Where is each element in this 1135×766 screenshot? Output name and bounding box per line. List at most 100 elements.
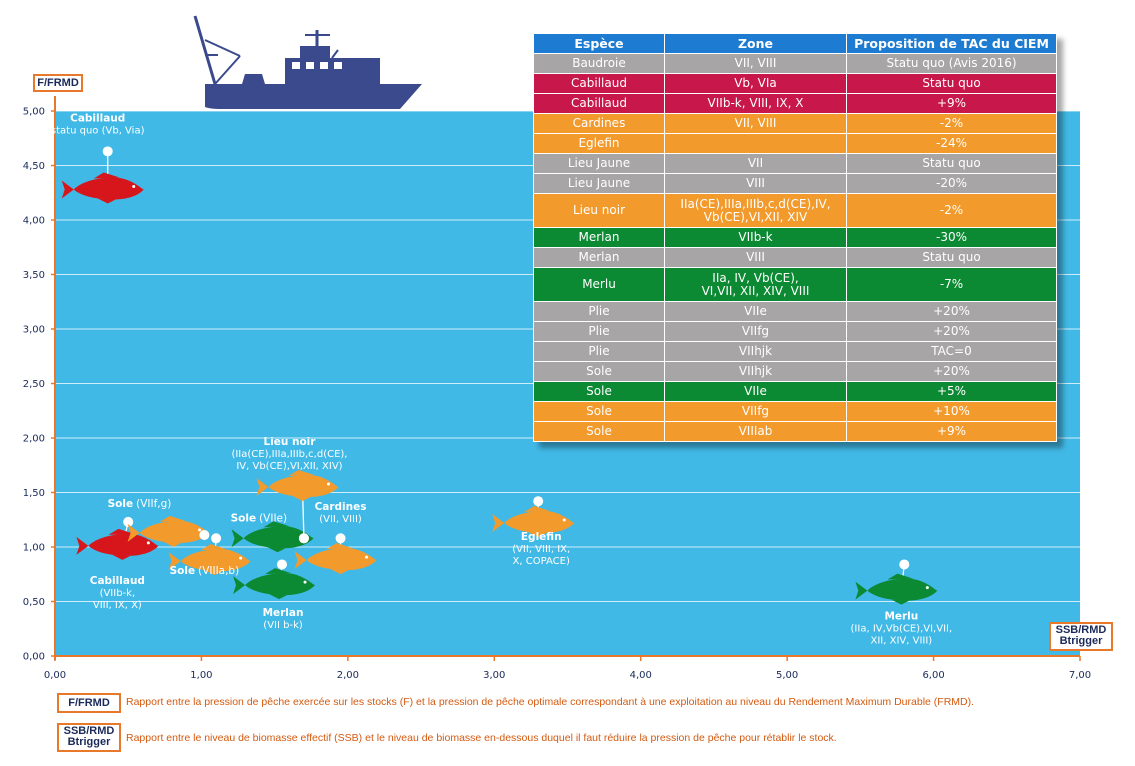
table-cell-proposal: +20%	[846, 321, 1057, 342]
table-row: Cabillaud VIIb-k, VIII, IX, X +9%	[533, 93, 1057, 114]
point-marker	[899, 559, 910, 570]
point-label-line: X, COPACE)	[513, 556, 570, 567]
fish-icon	[294, 543, 377, 575]
y-tick-label: 1,50	[23, 488, 45, 499]
table-cell-proposal: +5%	[846, 381, 1057, 402]
table-row: Eglefin -24%	[533, 133, 1057, 154]
point-marker	[102, 146, 113, 157]
fish-icon	[855, 573, 938, 605]
point-marker	[335, 533, 346, 544]
data-point-sole-viiiab: Sole (VIIIa,b)	[168, 533, 251, 577]
legend-ssb-badge-line2: Btrigger	[67, 736, 111, 748]
axis-ticks: 0,00 0,50 1,00 1,50 2,00 2,50 3,00 3,50 4,00 4,50…	[23, 107, 1091, 682]
legend-ssb-description: Rapport entre le niveau de biomasse effe…	[126, 732, 837, 744]
table-row: Merlan VIII Statu quo	[533, 247, 1057, 268]
table-cell-species: Merlu	[533, 267, 665, 302]
y-tick-label: 2,00	[23, 434, 45, 445]
y-tick-label: 0,00	[23, 652, 45, 663]
fishing-boat-icon	[193, 15, 422, 109]
table-row: Cabillaud Vb, VIa Statu quo	[533, 73, 1057, 94]
table-cell-zone: VIIhjk	[664, 341, 847, 362]
table-row: Sole VIIIab +9%	[533, 421, 1057, 442]
y-tick-label: 5,00	[23, 107, 45, 118]
tac-proposal-table: Espèce Zone Proposition de TAC du CIEM B…	[533, 33, 1057, 442]
y-tick-label: 4,50	[23, 161, 45, 172]
point-marker	[533, 496, 544, 507]
table-cell-proposal: +20%	[846, 361, 1057, 382]
table-cell-species: Sole	[533, 401, 665, 422]
fish-icon	[127, 515, 210, 547]
point-marker	[123, 516, 134, 527]
point-label-line: statu quo (Vb, Via)	[51, 125, 145, 136]
y-tick-label: 0,50	[23, 597, 45, 608]
table-cell-zone: VIIb-k	[664, 227, 847, 248]
table-cell-proposal: Statu quo	[846, 153, 1057, 174]
table-cell-zone: VIIe	[664, 381, 847, 402]
table-cell-zone: VII, VIII	[664, 113, 847, 134]
point-label-title: Merlu	[884, 611, 918, 623]
table-cell-species: Merlan	[533, 227, 665, 248]
table-cell-species: Sole	[533, 361, 665, 382]
table-row: Merlan VIIb-k -30%	[533, 227, 1057, 248]
x-tick-label: 2,00	[337, 670, 359, 681]
x-tick-label: 0,00	[44, 670, 66, 681]
table-row: Sole VIIhjk +20%	[533, 361, 1057, 382]
point-marker	[199, 530, 210, 541]
data-point-lieu-noir: Lieu noir(IIa(CE),IIIa,IIIb,c,d(CE),IV, …	[231, 436, 347, 544]
fish-icon	[492, 506, 575, 538]
point-label-line: (VII, VIII)	[319, 514, 362, 525]
y-tick-label: 2,50	[23, 379, 45, 390]
table-row: Lieu noir IIa(CE),IIIa,IIIb,c,d(CE),IV, V…	[533, 193, 1057, 228]
table-cell-zone: VIIb-k, VIII, IX, X	[664, 93, 847, 114]
table-cell-species: Baudroie	[533, 53, 665, 74]
fish-icon	[61, 172, 144, 204]
point-label-line: (IIa, IV,Vb(CE),VI,VII,	[851, 624, 953, 635]
table-cell-proposal: -7%	[846, 267, 1057, 302]
x-tick-label: 3,00	[483, 670, 505, 681]
legend-ssb-badge: SSB/RMD Btrigger	[57, 723, 121, 752]
header-species: Espèce	[533, 33, 665, 54]
table-row: Sole VIIe +5%	[533, 381, 1057, 402]
data-point-cardines: Cardines(VII, VIII)	[294, 501, 377, 575]
point-label-line: (VII, VIII, IX,	[512, 544, 570, 555]
y-tick-label: 3,50	[23, 270, 45, 281]
table-row: Plie VIIe +20%	[533, 301, 1057, 322]
point-label-title: Sole (VIIf,g)	[108, 498, 172, 510]
x-tick-label: 6,00	[922, 670, 944, 681]
y-axis-label-text: F/FRMD	[37, 77, 79, 89]
table-cell-proposal: Statu quo	[846, 73, 1057, 94]
table-cell-proposal: -2%	[846, 193, 1057, 228]
table-cell-zone: IIa, IV, Vb(CE), VI,VII, XII, XIV, VIII	[664, 267, 847, 302]
fish-icon	[168, 544, 251, 576]
header-proposal: Proposition de TAC du CIEM	[846, 33, 1057, 54]
table-cell-proposal: -20%	[846, 173, 1057, 194]
data-point-eglefin: Eglefin(VII, VIII, IX,X, COPACE)	[492, 496, 575, 567]
table-cell-zone: VIIhjk	[664, 361, 847, 382]
table-cell-species: Plie	[533, 341, 665, 362]
table-cell-species: Eglefin	[533, 133, 665, 154]
data-point-cabillaud-viib: Cabillaud(VIIb-k,VIII, IX, X)	[76, 516, 159, 611]
table-cell-species: Plie	[533, 301, 665, 322]
data-point-merlu: Merlu(IIa, IV,Vb(CE),VI,VII,XII, XIV, VI…	[851, 559, 953, 647]
table-cell-proposal: -30%	[846, 227, 1057, 248]
fish-icon	[233, 568, 316, 600]
table-cell-zone	[664, 133, 847, 154]
data-point-sole-viifg: Sole (VIIf,g)	[108, 498, 210, 547]
table-body: Baudroie VII, VIII Statu quo (Avis 2016) Ca…	[533, 53, 1057, 442]
legend-f-badge: F/FRMD	[57, 693, 121, 713]
table-row: Lieu Jaune VII Statu quo	[533, 153, 1057, 174]
table-cell-species: Merlan	[533, 247, 665, 268]
table-cell-species: Cabillaud	[533, 73, 665, 94]
y-axis-label: F/FRMD	[33, 74, 83, 92]
table-cell-species: Sole	[533, 381, 665, 402]
x-tick-label: 4,00	[630, 670, 652, 681]
x-axis-label-line2: Btrigger	[1059, 635, 1103, 647]
point-label-title: Sole (VIIe)	[231, 512, 288, 524]
table-cell-zone: Vb, VIa	[664, 73, 847, 94]
table-cell-zone: VIII	[664, 247, 847, 268]
table-cell-species: Sole	[533, 421, 665, 442]
legend-f-description: Rapport entre la pression de pêche exerc…	[126, 696, 975, 708]
point-marker	[276, 559, 287, 570]
